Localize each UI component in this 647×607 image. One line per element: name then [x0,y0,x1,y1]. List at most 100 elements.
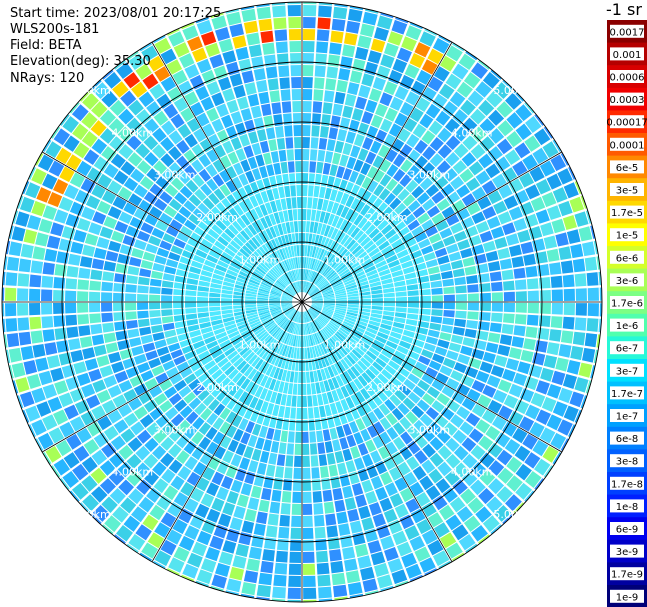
range-gate [6,333,20,348]
range-gate [355,418,366,431]
range-gate [91,405,106,420]
range-gate [355,543,369,558]
range-gate [220,361,232,372]
range-gate [257,331,268,340]
range-gate [305,335,309,347]
range-gate [454,318,466,328]
range-gate [290,407,296,419]
range-gate [302,269,304,280]
range-gate [160,137,175,152]
range-gate [425,103,441,119]
range-gate [236,233,247,244]
range-gate [552,187,568,203]
range-gate [396,541,412,557]
colorbar-tick-box [610,160,644,174]
range-gate [404,525,420,540]
range-gate [299,281,302,293]
range-gate [195,249,208,259]
range-gate [122,235,136,247]
range-gate [280,89,291,101]
range-gate [365,490,378,505]
range-gate [279,514,290,527]
range-gate [236,251,248,261]
range-gate [235,543,249,558]
range-gate [446,243,459,254]
range-gate [405,498,420,513]
range-gate [200,183,213,197]
range-gate [308,173,315,185]
range-gate [405,319,418,326]
range-gate [412,385,426,398]
range-gate [464,366,479,379]
range-gate [409,481,424,497]
range-gate [192,340,205,350]
range-gate [331,279,342,287]
range-gate [219,255,231,265]
range-gate [368,88,382,102]
range-gate [361,479,374,493]
range-gate [188,397,202,410]
range-gate [330,319,341,327]
range-gate [194,226,207,238]
range-gate [103,216,118,229]
range-gate [136,479,152,495]
range-gate [582,241,596,257]
range-gate [80,410,96,426]
range-gate [195,17,209,24]
range-gate [228,224,239,236]
colorbar-tick-box [610,296,644,309]
range-gate [270,290,282,296]
range-gate [71,482,89,500]
range-gate [389,493,404,508]
range-gate [406,133,420,148]
range-gate [394,221,407,233]
range-gate [453,462,469,478]
range-gate [126,471,142,487]
range-gate [205,164,218,178]
range-gate [513,90,525,102]
range-gate [299,257,302,268]
range-gate [373,421,385,435]
range-gate [372,76,386,91]
range-gate [66,433,82,450]
range-gate [133,184,148,198]
range-gate [442,278,455,287]
range-gate [421,162,436,176]
range-gate [563,182,579,199]
range-gate [279,77,290,90]
range-gate [233,311,246,317]
range-gate [355,96,367,110]
range-gate [318,138,328,150]
range-gate [23,229,38,244]
range-gate [323,305,335,309]
range-gate [328,322,339,331]
range-gate [344,32,358,46]
range-gate [316,29,330,42]
range-gate [258,290,270,295]
range-gate [494,82,512,99]
range-gate [96,355,110,367]
range-gate [275,315,285,323]
range-gate [173,546,190,562]
range-gate [370,38,386,53]
range-gate [569,391,585,408]
range-gate [312,259,318,271]
range-gate [245,242,255,253]
range-gate [460,345,473,356]
range-gate [159,212,173,225]
range-gate [549,262,562,275]
range-gate [260,560,274,574]
range-gate [127,152,143,167]
range-gate [584,256,598,271]
range-gate [317,278,327,288]
range-gate [585,210,592,224]
range-gate [81,131,98,148]
range-gate [395,307,407,313]
colorbar-tick-box [610,544,644,558]
range-gate [400,431,413,445]
range-gate [286,259,292,271]
range-gate [247,316,259,323]
range-gate [491,312,503,323]
range-gate [271,340,279,352]
range-gate [427,48,444,65]
